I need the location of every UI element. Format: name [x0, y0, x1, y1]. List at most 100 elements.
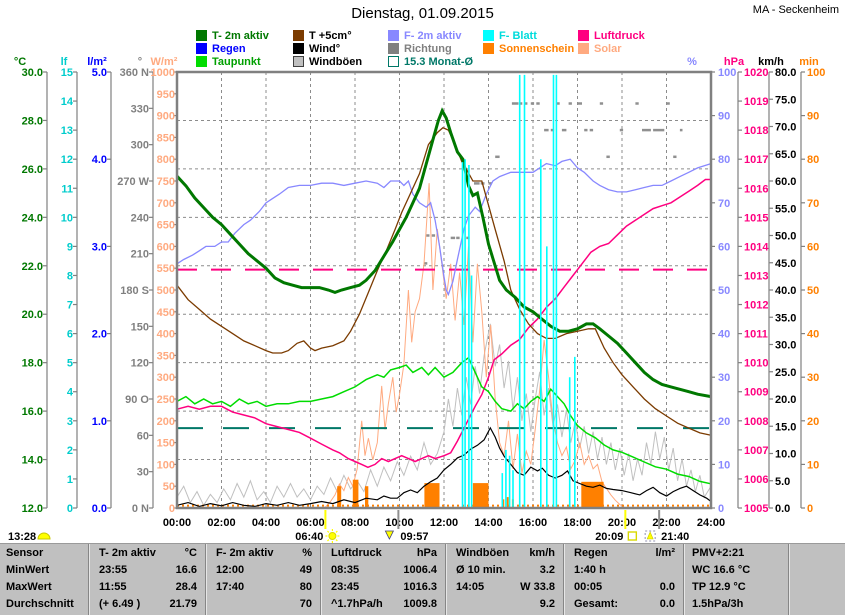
axis-tick-label: 10 [807, 459, 819, 471]
axis-tick-label: 150 [157, 438, 175, 450]
axis-tick-label: 14.0 [22, 455, 43, 467]
table-cell: 1:40 h [563, 561, 683, 578]
x-tick-label: 12:00 [430, 517, 458, 529]
moon-box-icon [644, 530, 656, 542]
series-t5cm [176, 126, 712, 436]
axis-tick-label: 16.0 [22, 406, 43, 418]
table-row: MaxWert 11:55 28.4 17:40 80 23:45 1016.3 14:05 W… [0, 578, 845, 595]
table-cell: 9.2 [445, 595, 563, 612]
axis-tick-label: 180 S [120, 285, 149, 297]
legend-item-windb-en: Windböen [293, 55, 362, 68]
axis-tick-label: 1016 [744, 183, 768, 195]
legend-label: Luftdruck [594, 29, 645, 42]
astro-time-label: 13:28 [8, 531, 36, 543]
axis-tick-label: 13 [61, 125, 73, 137]
legend-label: Wind° [309, 42, 341, 55]
row-label: Durchschnitt [6, 597, 74, 610]
axis-temperature: 30.028.026.024.022.020.018.016.014.012.0… [14, 56, 48, 515]
axis-tick-label: 80 [807, 154, 819, 166]
table-cell-empty [788, 595, 845, 612]
axis-tick-label: 1019 [744, 96, 768, 108]
x-tick-label: 14:00 [474, 517, 502, 529]
axis-tick-label: 0 N [132, 503, 149, 515]
table-cell-empty [788, 544, 845, 561]
axis-tick-label: 10 [61, 212, 73, 224]
row-label: MinWert [6, 563, 50, 576]
axis-tick-label: 1 [67, 474, 73, 486]
axis-tick-label: 26.0 [22, 164, 43, 176]
astro-time-label: 21:40 [661, 531, 689, 543]
series-taupunkt [176, 356, 712, 485]
axis-tick-label: 60 [807, 241, 819, 253]
axis-tick-label: 30 [137, 467, 149, 479]
axis-tick-label: 1013 [744, 270, 768, 282]
table-cell: 14:05 W 33.8 [445, 578, 563, 595]
table-row: Durchschnitt (+ 6.49 ) 21.79 70 ^1.7hPa/h 100… [0, 595, 845, 612]
table-cell: Ø 10 min. 3.2 [445, 561, 563, 578]
table-cell: T- 2m aktiv °C [88, 544, 205, 561]
x-tick-label: 02:00 [207, 517, 235, 529]
axis-tick-label: 6 [67, 329, 73, 341]
legend-label: Sonnenschein [499, 42, 575, 55]
legend-column: F- 2m aktiv Richtung 15.3 Monat-Ø [388, 29, 473, 68]
legend-item-15-3-monat: 15.3 Monat-Ø [388, 55, 473, 68]
axis-tick-label: 35.0 [775, 312, 796, 324]
table-cell-empty [788, 578, 845, 595]
legend-swatch-icon [578, 43, 589, 54]
axis-tick-label: 40.0 [775, 285, 796, 297]
axis-tick-label: 5.0 [775, 476, 790, 488]
axis-tick-label: 1007 [744, 445, 768, 457]
astro-labels: 06:40 09:57 20:09 21:40 13:28 [8, 529, 689, 543]
axis-tick-label: 15.0 [775, 421, 796, 433]
axis-tick-label: 45.0 [775, 258, 796, 270]
legend-swatch-icon [293, 43, 304, 54]
axis-tick-label: 270 W [117, 176, 149, 188]
table-row: MinWert 23:55 16.6 12:00 49 08:35 1006.4 Ø 10 m… [0, 561, 845, 578]
table-cell: 70 [205, 595, 320, 612]
sun-icon [328, 532, 337, 540]
table-cell-pmv: 1.5hPa/3h [683, 595, 788, 612]
axis-tick-label: 40 [718, 329, 730, 341]
x-tick-label: 18:00 [563, 517, 591, 529]
legend-swatch-icon [483, 30, 494, 41]
moon-rise-icon [37, 532, 51, 540]
axis-tick-label: 50 [807, 285, 819, 297]
axis-tick-label: 24.0 [22, 212, 43, 224]
legend-swatch-icon [293, 56, 304, 67]
series-windboeen [176, 323, 712, 507]
legend-item-wind: Wind° [293, 42, 362, 55]
legend-swatch-icon [388, 30, 399, 41]
axis-tick-label: 450 [157, 307, 175, 319]
row-label: Sensor [6, 546, 44, 559]
axis-tick-label: 1005 [744, 503, 768, 515]
legend-label: Taupunkt [212, 55, 261, 68]
axis-tick-label: 60.0 [775, 176, 796, 188]
legend-column: Luftdruck Solar [578, 29, 645, 55]
axis-tick-label: 60 [718, 241, 730, 253]
table-header-row: Sensor T- 2m aktiv °C F- 2m aktiv% Luftdruck… [0, 544, 845, 561]
axis-tick-label: 90 [807, 111, 819, 123]
series-solar [177, 183, 711, 509]
table-cell-empty [788, 612, 845, 615]
axis-tick-label: 330 [131, 103, 149, 115]
legend-column: T- 2m aktiv Regen Taupunkt [196, 29, 269, 68]
axis-tick-label: 7 [67, 300, 73, 312]
axis-tick-label: 10 [718, 459, 730, 471]
legend-swatch-icon [388, 43, 399, 54]
legend-item-f-blatt: F- Blatt [483, 29, 574, 42]
legend: T- 2m aktiv Regen Taupunkt T +5cm° Wind° Wind… [0, 0, 845, 72]
axis-tick-label: 30 [718, 372, 730, 384]
axis-tick-label: 2 [67, 445, 73, 457]
axis-tick-label: 0 [718, 503, 724, 515]
legend-item-sonnenschein: Sonnenschein [483, 42, 574, 55]
x-tick-label: 20:00 [608, 517, 636, 529]
axis-windspeed: 80.075.070.065.060.055.050.045.040.035.0… [758, 56, 796, 515]
table-cell: 11:55 28.4 [88, 578, 205, 595]
axis-tick-label: 10.0 [775, 449, 796, 461]
axis-tick-label: 18.0 [22, 358, 43, 370]
axis-tick-label: 9 [67, 241, 73, 253]
